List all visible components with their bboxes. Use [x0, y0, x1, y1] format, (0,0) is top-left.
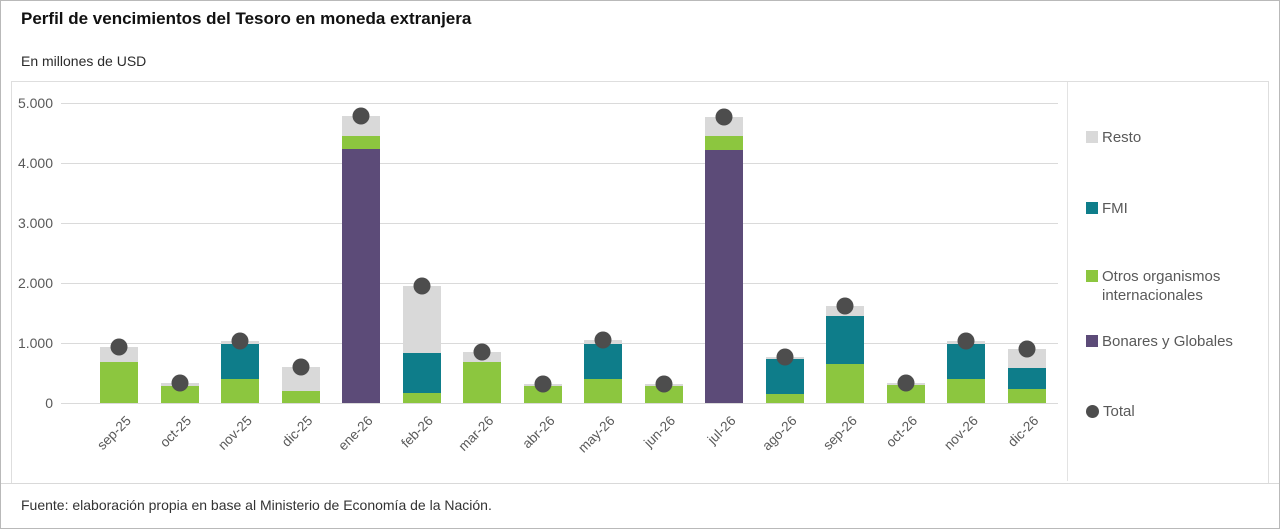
plot-legend-divider	[1067, 82, 1068, 481]
gridline	[61, 403, 1058, 404]
total-marker	[715, 108, 733, 126]
bar-segment-otros	[160, 386, 199, 403]
total-marker	[413, 277, 431, 295]
legend-swatch-icon	[1086, 131, 1098, 143]
total-marker	[897, 374, 915, 392]
x-axis: sep-25 oct-25 nov-25 dic-25 ene-26 feb-26 mar-…	[93, 413, 1042, 456]
bar-stack-dic-25	[281, 367, 320, 403]
bar-stack-ene-26	[342, 116, 381, 403]
bar-stack-may-26	[584, 340, 623, 403]
legend-swatch-icon	[1086, 202, 1098, 214]
gridline	[61, 343, 1058, 344]
gridline	[61, 103, 1058, 104]
gridline	[61, 223, 1058, 224]
legend-item-total: Total	[1086, 402, 1135, 421]
bar-stack-feb-26	[402, 286, 441, 403]
bar-segment-bonares	[705, 149, 744, 403]
legend-item-bonares: Bonares y Globales	[1086, 332, 1233, 351]
legend-item-fmi: FMI	[1086, 199, 1128, 218]
total-marker	[776, 348, 794, 366]
bar-segment-fmi	[1007, 368, 1046, 390]
bar-segment-fmi	[584, 343, 623, 379]
bar-segment-otros	[1007, 389, 1046, 403]
total-marker	[473, 343, 491, 361]
total-marker	[957, 332, 975, 350]
source-note: Fuente: elaboración propia en base al Mi…	[21, 497, 492, 513]
page-title: Perfil de vencimientos del Tesoro en mon…	[21, 9, 472, 28]
bar-stack-dic-26	[1007, 349, 1046, 403]
bar-stack-jul-26	[705, 117, 744, 403]
bar-segment-otros	[826, 364, 865, 403]
bar-segment-otros	[221, 379, 260, 403]
gridline	[61, 163, 1058, 164]
bar-segment-otros	[644, 386, 683, 403]
bar-segment-resto	[402, 286, 441, 353]
legend-label: Total	[1103, 403, 1135, 420]
total-marker	[534, 375, 552, 393]
total-marker	[655, 375, 673, 393]
bar-segment-otros	[463, 362, 502, 403]
legend-label: Bonares y Globales	[1102, 333, 1233, 350]
bar-segment-otros	[947, 379, 986, 403]
bar-segment-otros	[100, 362, 138, 403]
total-marker	[292, 358, 310, 376]
plot-area	[61, 103, 1058, 404]
y-axis: 0 1.000 2.000 3.000 4.000 5.000	[17, 95, 53, 411]
bar-segment-otros	[281, 391, 320, 403]
legend-circle-icon	[1086, 405, 1099, 418]
bar-stack-nov-25	[221, 341, 260, 403]
bar-segment-resto	[342, 116, 381, 136]
bar-stack-sep-26	[826, 305, 865, 403]
chart-legend: Resto FMI Otros organismos internacionales…	[1086, 81, 1271, 481]
bar-segment-otros	[342, 136, 381, 150]
bar-segment-otros	[402, 393, 441, 403]
bar-segment-otros	[886, 385, 925, 403]
total-marker	[594, 331, 612, 349]
total-marker	[1018, 340, 1036, 358]
legend-label: Otros organismos internacionales	[1102, 268, 1221, 304]
total-marker	[352, 107, 370, 125]
bar-segment-resto	[705, 117, 744, 136]
bar-stack-nov-26	[947, 341, 986, 403]
gridline	[61, 283, 1058, 284]
bar-segment-fmi	[947, 344, 986, 379]
bar-segment-otros	[765, 394, 804, 403]
chart-frame	[11, 81, 1269, 484]
legend-label: FMI	[1102, 200, 1128, 217]
footer-divider	[1, 483, 1279, 484]
bar-segment-otros	[523, 386, 562, 403]
bar-segment-otros	[584, 379, 623, 403]
bar-segment-resto	[1007, 349, 1046, 369]
legend-swatch-icon	[1086, 335, 1098, 347]
legend-swatch-icon	[1086, 270, 1098, 282]
legend-item-otros: Otros organismos internacionales	[1086, 267, 1271, 305]
chart-units-subtitle: En millones de USD	[21, 53, 147, 69]
legend-label: Resto	[1102, 129, 1142, 146]
bar-segment-fmi	[402, 352, 441, 394]
bar-segment-otros	[705, 136, 744, 150]
bar-segment-fmi	[221, 344, 260, 379]
total-marker	[171, 374, 189, 392]
legend-item-resto: Resto	[1086, 128, 1141, 147]
total-marker	[110, 338, 128, 356]
total-marker	[836, 297, 854, 315]
bar-segment-fmi	[826, 316, 865, 364]
bar-segment-bonares	[342, 149, 381, 403]
total-marker	[231, 332, 249, 350]
